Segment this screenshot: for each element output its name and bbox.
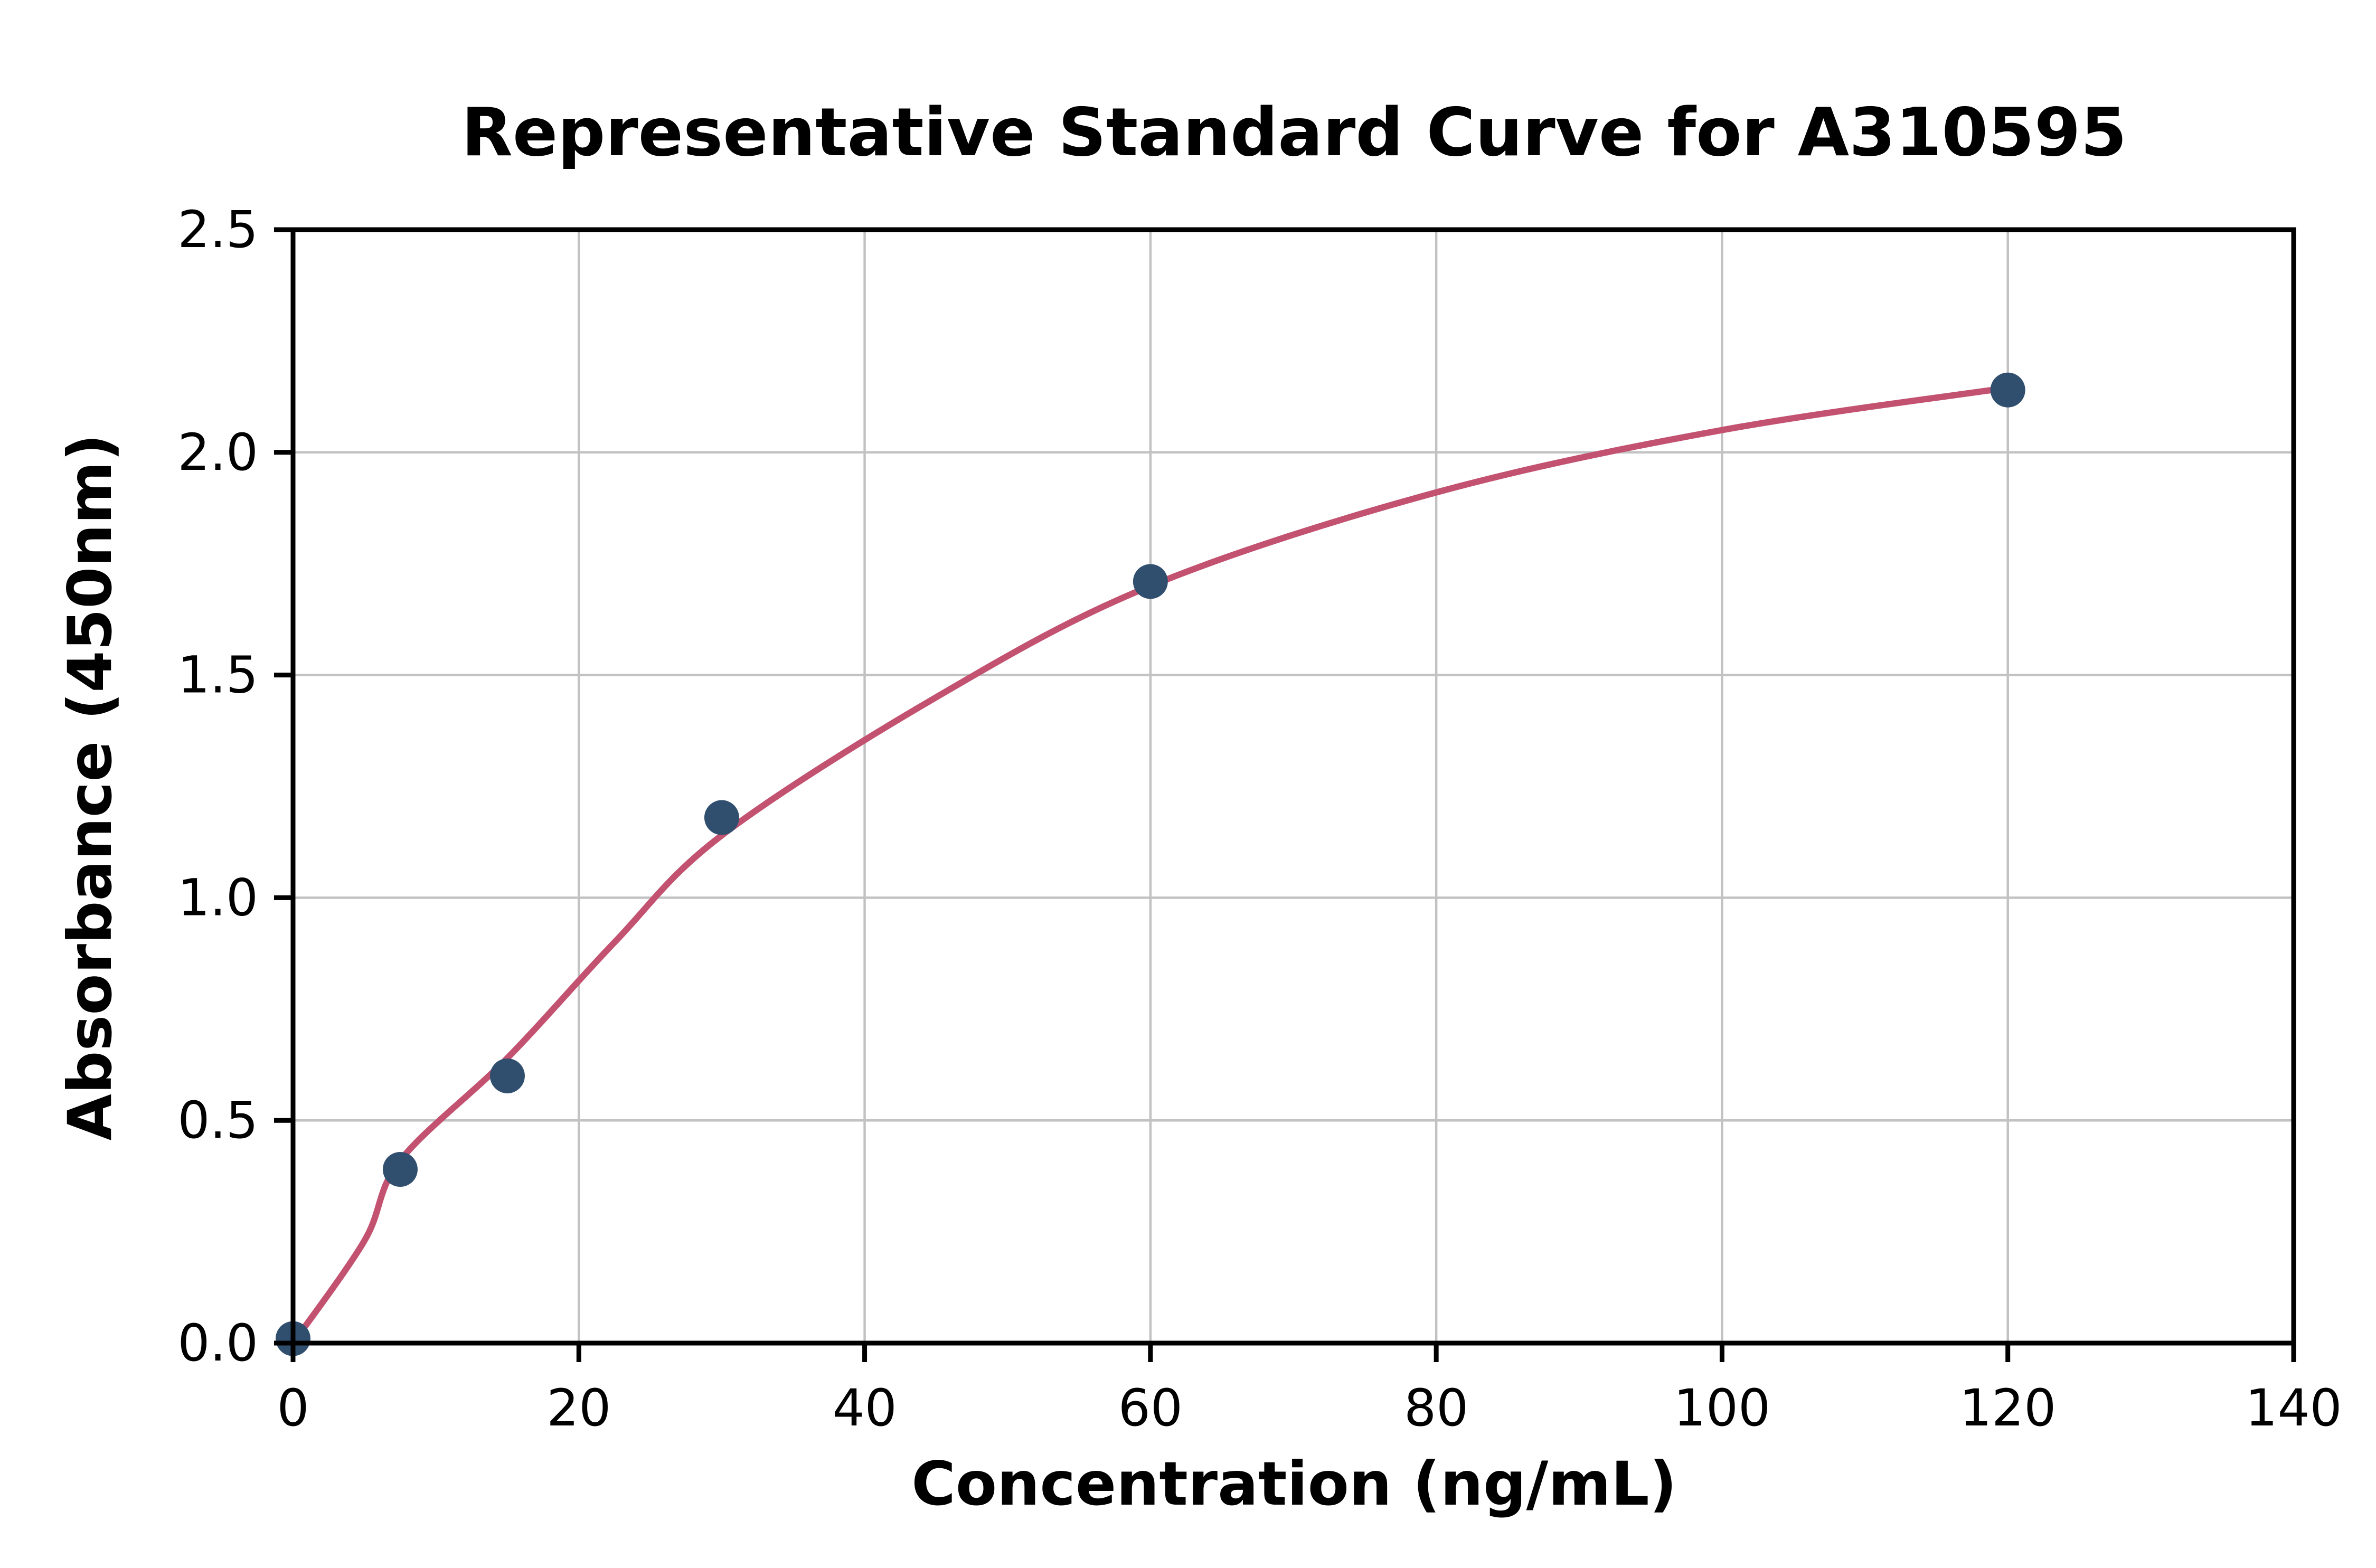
x-tick-label: 40 [832,1378,897,1438]
x-tick-label: 0 [277,1378,309,1438]
y-tick-label: 0.0 [177,1314,258,1373]
plot-series [276,372,2025,1356]
y-tick-label: 0.5 [177,1091,258,1150]
fit-curve-line [290,384,2011,1346]
y-tick-label: 2.0 [177,423,258,482]
y-tick-label: 1.0 [177,868,258,927]
plot-border [290,227,2296,1346]
data-point-marker [1990,372,2025,408]
x-tick-label: 80 [1404,1378,1468,1438]
data-point-marker [489,1058,525,1093]
x-tick-label: 120 [1959,1378,2056,1438]
x-tick-label: 100 [1674,1378,1770,1438]
axis-ticks: 0 20 40 60 80 100 120 140 0.0 0.5 1.0 1.5 2.0 2.5 [177,200,2342,1438]
chart-title: Representative Standard Curve for A31059… [461,93,2127,171]
x-tick-label: 20 [546,1378,611,1438]
y-tick-label: 1.5 [177,646,258,705]
data-point-marker [1133,564,1168,599]
data-point-marker [382,1151,418,1187]
y-tick-label: 2.5 [177,200,258,259]
data-point-marker [704,800,739,835]
y-axis-label: Absorbance (450nm) [55,434,125,1141]
x-tick-label: 60 [1118,1378,1183,1438]
x-tick-label: 140 [2245,1378,2342,1438]
x-axis-label: Concentration (ng/mL) [911,1449,1677,1519]
